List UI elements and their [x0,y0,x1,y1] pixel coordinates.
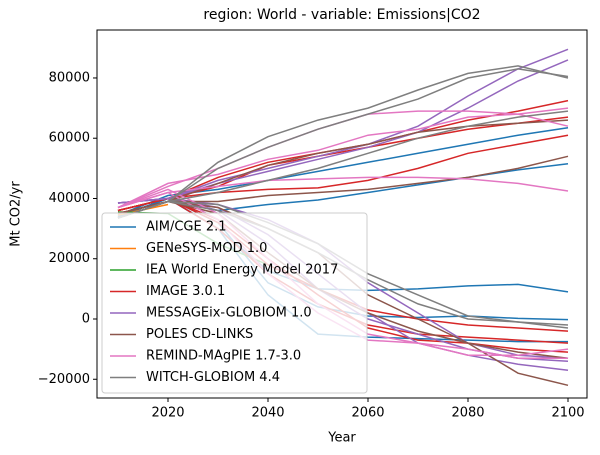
series-line [117,110,569,219]
legend-label: WITCH-GLOBIOM 4.4 [146,370,280,385]
x-tick-label: 2100 [551,406,584,421]
legend-label: GENeSYS-MOD 1.0 [146,241,267,256]
legend-label: IMAGE 3.0.1 [146,284,225,299]
axes-frame [96,29,588,399]
y-tick-label: −20000 [38,372,90,387]
legend-label: IEA World Energy Model 2017 [146,263,338,278]
x-tick-label: 2040 [251,406,284,421]
legend-label: POLES CD-LINKS [146,327,253,342]
chart-title: region: World - variable: Emissions|CO2 [203,7,480,23]
y-tick-label: 60000 [49,131,90,146]
x-tick-label: 2080 [451,406,484,421]
legend: AIM/CGE 2.1 GENeSYS-MOD 1.0 IEA World Ener… [101,212,368,394]
series-line [117,119,569,215]
legend-label: AIM/CGE 2.1 [146,220,227,235]
series-line [117,68,569,219]
series-line [117,59,569,204]
x-axis-label: Year [327,431,356,446]
y-tick-label: 40000 [49,191,90,206]
series-line [117,176,569,209]
legend-label: REMIND-MAgPIE 1.7-3.0 [146,349,301,364]
x-tick-label: 2020 [151,406,184,421]
y-tick-label: 80000 [49,70,90,85]
y-tick-label: 20000 [49,251,90,266]
legend-box [101,212,368,394]
series-line [117,107,569,209]
legend-label: MESSAGEix-GLOBIOM 1.0 [146,306,312,321]
x-tick-label: 2060 [351,406,384,421]
y-tick-label: 0 [82,312,90,327]
series-line [117,65,569,219]
y-axis-label: Mt CO2/yr [9,181,24,247]
series-line [117,134,569,212]
